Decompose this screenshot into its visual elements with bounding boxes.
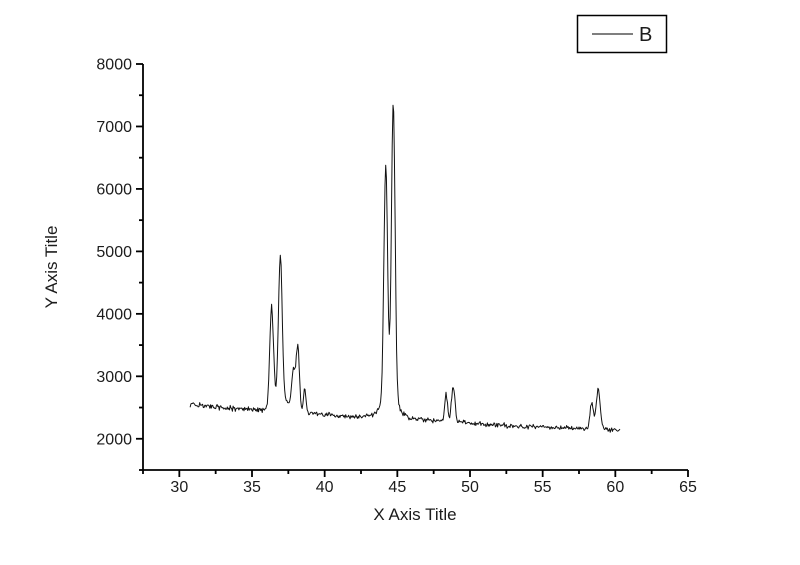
y-tick-label-5000: 5000 [96,244,132,261]
y-tick-label-7000: 7000 [96,119,132,136]
x-tick-label-35: 35 [243,479,261,496]
axes-layer [136,63,689,477]
legend: B [576,14,668,54]
x-tick-label-55: 55 [534,479,552,496]
tick-label-layer: 30 35 40 45 50 55 60 65 2000 3000 4000 5000 6000 7000… [96,57,697,497]
x-tick-label-30: 30 [170,479,188,496]
y-tick-label-2000: 2000 [96,431,132,448]
y-tick-label-4000: 4000 [96,306,132,323]
x-tick-label-40: 40 [316,479,334,496]
x-tick-label-45: 45 [388,479,406,496]
x-tick-label-50: 50 [461,479,479,496]
x-tick-label-65: 65 [679,479,697,496]
y-tick-label-6000: 6000 [96,181,132,198]
x-axis-title: X Axis Title [373,505,456,524]
series-layer [189,104,621,433]
legend-label: B [639,24,652,46]
series-B-path [189,104,621,433]
y-tick-label-3000: 3000 [96,369,132,386]
x-tick-label-60: 60 [606,479,624,496]
y-axis-title: Y Axis Title [42,226,61,309]
axis-spines [142,64,688,471]
y-tick-label-8000: 8000 [96,57,132,74]
